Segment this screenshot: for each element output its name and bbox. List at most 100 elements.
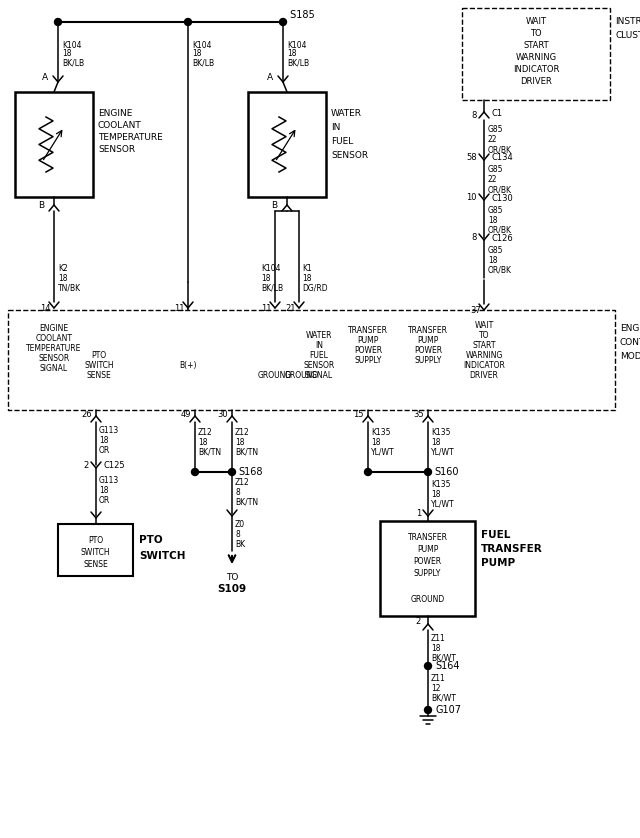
Text: WATER: WATER [331, 110, 362, 118]
Text: DRIVER: DRIVER [520, 77, 552, 86]
Text: K104: K104 [287, 40, 307, 49]
Text: PUMP: PUMP [417, 335, 438, 344]
Text: Z12: Z12 [235, 427, 250, 437]
Text: WAIT: WAIT [525, 18, 547, 27]
Text: IN: IN [331, 123, 340, 132]
Text: TO: TO [226, 572, 238, 582]
Text: POWER: POWER [354, 345, 382, 354]
Text: PTO: PTO [88, 535, 103, 545]
Text: TN/BK: TN/BK [58, 283, 81, 292]
Bar [15, 92, 93, 197]
Text: INDICATOR: INDICATOR [463, 360, 505, 370]
Text: K1: K1 [302, 263, 312, 272]
Text: G113: G113 [99, 426, 119, 434]
Text: Z12: Z12 [235, 478, 250, 487]
Text: K104: K104 [261, 263, 280, 272]
Text: 37: 37 [470, 306, 481, 315]
Text: PUMP: PUMP [481, 558, 515, 568]
Circle shape [54, 18, 61, 25]
Bar [462, 8, 610, 100]
Text: 11: 11 [262, 304, 272, 313]
Text: C134: C134 [491, 153, 513, 163]
Text: BK/LB: BK/LB [261, 283, 283, 292]
Text: SWITCH: SWITCH [81, 547, 110, 556]
Text: PUMP: PUMP [417, 545, 438, 554]
Circle shape [280, 18, 287, 25]
Text: BK/TN: BK/TN [198, 447, 221, 457]
Text: 35: 35 [413, 410, 424, 418]
Text: B: B [38, 200, 44, 210]
Text: 2: 2 [84, 461, 89, 469]
Text: SENSOR: SENSOR [98, 146, 135, 154]
Text: SENSOR: SENSOR [38, 354, 70, 363]
Text: B: B [271, 200, 277, 210]
Text: 11: 11 [175, 304, 185, 313]
Circle shape [365, 468, 371, 475]
Text: 18: 18 [302, 273, 312, 282]
Text: 22: 22 [488, 175, 497, 184]
Text: 58: 58 [467, 153, 477, 162]
Text: TRANSFER: TRANSFER [348, 325, 388, 334]
Text: CLUSTER: CLUSTER [615, 32, 640, 40]
Text: BK/LB: BK/LB [192, 59, 214, 68]
Text: 18: 18 [431, 437, 440, 447]
Text: 12: 12 [431, 684, 440, 692]
Text: 18: 18 [99, 485, 109, 494]
Text: K104: K104 [192, 40, 211, 49]
Text: TRANSFER: TRANSFER [408, 325, 448, 334]
Text: S109: S109 [218, 584, 246, 594]
Text: YL/WT: YL/WT [431, 499, 454, 509]
Text: K135: K135 [431, 479, 451, 489]
Text: SENSE: SENSE [83, 560, 108, 568]
Text: SWITCH: SWITCH [139, 551, 186, 561]
Bar [380, 521, 475, 616]
Text: S185: S185 [287, 10, 315, 20]
Text: 8: 8 [472, 111, 477, 120]
Text: A: A [42, 74, 48, 82]
Text: PTO: PTO [139, 535, 163, 545]
Text: OR/BK: OR/BK [488, 225, 512, 235]
Text: 21: 21 [285, 304, 296, 313]
Text: POWER: POWER [413, 556, 442, 566]
Text: DRIVER: DRIVER [470, 370, 499, 380]
Text: GROUND: GROUND [258, 370, 292, 380]
Text: A: A [267, 74, 273, 82]
Bar [248, 92, 326, 197]
Text: 10: 10 [467, 193, 477, 201]
Text: WAIT: WAIT [474, 320, 493, 329]
Text: TRANSFER: TRANSFER [481, 544, 543, 554]
Text: ENGINE: ENGINE [620, 323, 640, 333]
Text: SUPPLY: SUPPLY [355, 355, 381, 365]
Text: START: START [523, 42, 549, 50]
Text: 18: 18 [431, 489, 440, 499]
Text: COOLANT: COOLANT [98, 122, 141, 131]
Text: Z0: Z0 [235, 520, 245, 529]
Text: K135: K135 [371, 427, 390, 437]
Text: G85: G85 [488, 126, 504, 135]
Text: YL/WT: YL/WT [371, 447, 395, 457]
Text: GROUND: GROUND [410, 594, 445, 603]
Text: BK/WT: BK/WT [431, 694, 456, 702]
Text: K104: K104 [62, 40, 81, 49]
Text: 18: 18 [58, 273, 67, 282]
Circle shape [424, 706, 431, 713]
Text: FUEL: FUEL [481, 530, 510, 540]
Text: ENGINE: ENGINE [98, 110, 132, 118]
Text: TEMPERATURE: TEMPERATURE [26, 344, 82, 353]
Bar [8, 310, 615, 410]
Text: 15: 15 [353, 410, 364, 418]
Text: 18: 18 [488, 215, 497, 225]
Text: Z12: Z12 [198, 427, 212, 437]
Text: 14: 14 [40, 304, 51, 313]
Text: SUPPLY: SUPPLY [414, 355, 442, 365]
Text: Z11: Z11 [431, 674, 445, 682]
Text: BK/LB: BK/LB [62, 59, 84, 68]
Text: OR/BK: OR/BK [488, 146, 512, 154]
Text: 8: 8 [472, 232, 477, 241]
Text: K2: K2 [58, 263, 68, 272]
Text: K135: K135 [431, 427, 451, 437]
Circle shape [191, 468, 198, 475]
Text: OR: OR [99, 495, 110, 504]
Text: 18: 18 [62, 49, 72, 59]
Text: 18: 18 [431, 644, 440, 653]
